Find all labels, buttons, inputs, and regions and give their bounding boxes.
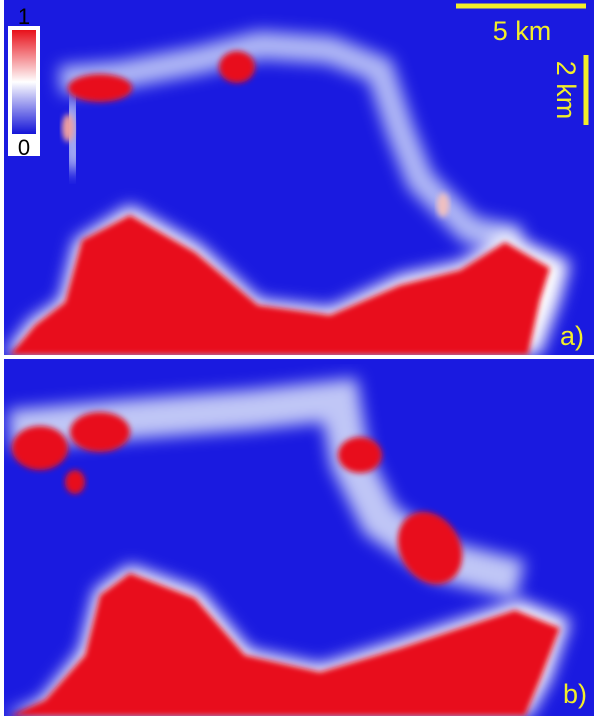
colorbar-min: 0 [18, 135, 30, 160]
scale-label-v: 2 km [551, 61, 581, 120]
panel-b-map [4, 359, 594, 716]
panel-label: b) [563, 679, 587, 709]
figure: 1 0 5 km 2 km a) b) [0, 0, 594, 716]
scale-label-h: 5 km [493, 16, 552, 46]
colorbar [12, 30, 36, 134]
panel-label: a) [560, 321, 584, 351]
panel-a-map [4, 0, 594, 355]
page: 1 0 5 km 2 km a) b) (() => { const data … [0, 0, 594, 716]
colorbar-max: 1 [18, 4, 30, 29]
